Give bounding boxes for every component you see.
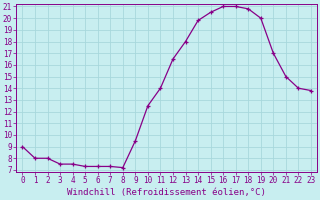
X-axis label: Windchill (Refroidissement éolien,°C): Windchill (Refroidissement éolien,°C): [67, 188, 266, 197]
